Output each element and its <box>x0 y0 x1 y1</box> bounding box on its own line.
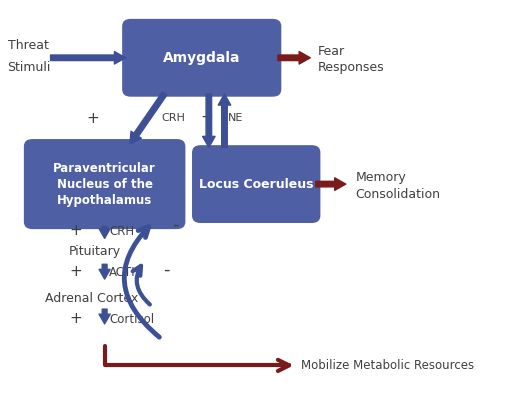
Text: +: + <box>70 264 83 279</box>
FancyBboxPatch shape <box>192 145 320 223</box>
Text: Stimuli: Stimuli <box>8 62 51 74</box>
Text: ACTH: ACTH <box>110 266 141 279</box>
FancyBboxPatch shape <box>122 19 281 97</box>
Text: Memory: Memory <box>356 171 407 185</box>
Text: +: + <box>70 223 83 238</box>
FancyArrowPatch shape <box>218 94 231 147</box>
Text: Adrenal Cortex: Adrenal Cortex <box>46 292 138 305</box>
Text: Pituitary: Pituitary <box>69 245 121 258</box>
Text: +: + <box>86 112 99 126</box>
Text: Mobilize Metabolic Resources: Mobilize Metabolic Resources <box>301 359 475 372</box>
Text: -: - <box>172 216 179 234</box>
Text: Threat: Threat <box>8 39 48 52</box>
FancyArrowPatch shape <box>51 52 126 64</box>
Text: Paraventricular
Nucleus of the
Hypothalamus: Paraventricular Nucleus of the Hypothala… <box>53 161 156 206</box>
Text: Responses: Responses <box>318 62 384 74</box>
Text: CRH: CRH <box>161 113 186 123</box>
Text: NE: NE <box>228 113 243 123</box>
FancyArrowPatch shape <box>203 94 215 147</box>
Text: -: - <box>163 261 169 279</box>
Text: Consolidation: Consolidation <box>356 188 441 201</box>
Text: Fear: Fear <box>318 45 345 58</box>
FancyArrowPatch shape <box>99 264 110 279</box>
Text: +: + <box>200 110 213 125</box>
Text: CRH: CRH <box>110 225 134 238</box>
FancyArrowPatch shape <box>278 52 310 64</box>
FancyArrowPatch shape <box>99 226 110 238</box>
FancyArrowPatch shape <box>316 178 346 190</box>
FancyArrowPatch shape <box>130 92 167 144</box>
FancyArrowPatch shape <box>99 309 110 324</box>
FancyBboxPatch shape <box>24 139 186 229</box>
Text: Locus Coeruleus: Locus Coeruleus <box>199 178 313 190</box>
Text: Cortisol: Cortisol <box>110 313 155 326</box>
Text: Amygdala: Amygdala <box>163 51 240 65</box>
Text: +: + <box>70 311 83 326</box>
